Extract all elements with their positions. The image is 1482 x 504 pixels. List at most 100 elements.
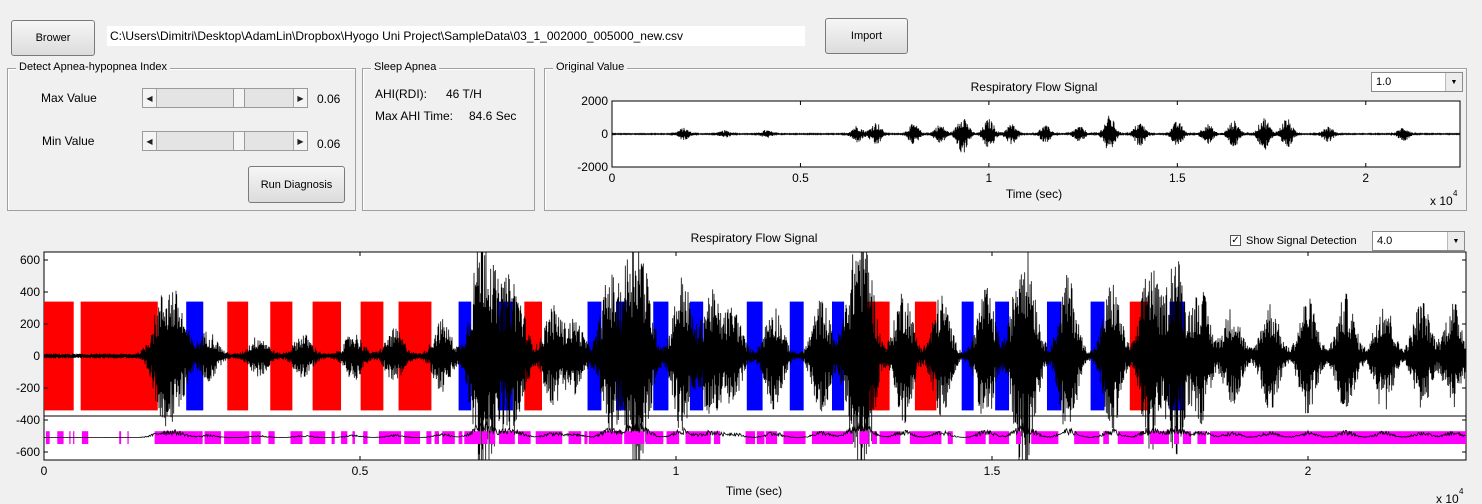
bottom-scale-select[interactable]: 4.0 ▼: [1372, 231, 1465, 251]
x-tick-label: 0: [609, 171, 616, 185]
sleep-panel-title: Sleep Apnea: [371, 61, 440, 73]
detection-segment: [309, 431, 326, 444]
detection-trace: [43, 420, 1466, 439]
detection-segment: [584, 431, 588, 444]
max-value-slider[interactable]: ◀ ▶: [142, 88, 308, 108]
detection-segment: [458, 431, 463, 444]
bottom-scale-value: 4.0: [1377, 235, 1393, 247]
detection-segment: [442, 431, 455, 444]
detection-segment: [1150, 431, 1169, 444]
x-tick-label: 2: [1305, 464, 1312, 478]
slider-left-arrow-icon[interactable]: ◀: [143, 89, 157, 107]
detection-segment: [341, 431, 348, 444]
slider-right-arrow-icon[interactable]: ▶: [293, 132, 307, 150]
show-detection-checkbox[interactable]: ✓: [1230, 235, 1241, 246]
detection-segment: [1182, 431, 1192, 444]
detection-segment: [204, 431, 221, 444]
detection-segment: [535, 431, 563, 444]
slider-thumb[interactable]: [232, 89, 245, 107]
max-value-label: Max Value: [41, 91, 97, 105]
detection-segment: [1016, 431, 1022, 444]
x-exponent-value: 4: [1459, 487, 1464, 496]
detection-segment: [756, 431, 765, 444]
run-diagnosis-button[interactable]: Run Diagnosis: [248, 166, 345, 203]
detection-segment: [426, 431, 432, 444]
x-tick-label: 1.5: [1169, 171, 1186, 185]
show-detection-label: Show Signal Detection: [1246, 235, 1357, 247]
original-scale-select[interactable]: 1.0 ▼: [1371, 72, 1463, 92]
import-button[interactable]: Import: [825, 18, 908, 54]
detection-segment: [1031, 431, 1059, 444]
detection-segment: [713, 431, 721, 444]
slider-thumb[interactable]: [232, 132, 245, 150]
ahi-label: AHI(RDI):: [375, 87, 427, 101]
detection-segment: [947, 431, 953, 444]
y-tick-label: -400: [16, 413, 40, 427]
x-tick-label: 1.5: [984, 464, 1001, 478]
y-tick-label: 600: [20, 253, 40, 267]
detection-segment: [988, 431, 1010, 444]
original-value-panel: Original Value 1.0 ▼: [544, 61, 1467, 211]
y-tick-label: -200: [16, 381, 40, 395]
detection-segment: [489, 431, 496, 444]
detect-apnea-panel: Detect Apnea-hypopnea Index Max Value ◀ …: [7, 61, 356, 211]
y-tick-label: 2000: [581, 94, 608, 108]
chart-title: Respiratory Flow Signal: [971, 80, 1098, 94]
original-panel-title: Original Value: [553, 61, 628, 73]
detection-segment: [481, 431, 488, 444]
file-path-input[interactable]: [107, 26, 805, 46]
detection-segment: [499, 431, 515, 444]
min-value-readout: 0.06: [317, 137, 341, 151]
detection-segment: [268, 431, 275, 444]
original-signal-chart: Respiratory Flow Signal 0 0.5 1 1.5 2 20000-…: [577, 80, 1461, 208]
detection-segment: [1197, 431, 1207, 444]
chevron-down-icon[interactable]: ▼: [1445, 73, 1462, 91]
detection-segment: [1103, 431, 1109, 444]
y-tick-label: 200: [20, 317, 40, 331]
x-tick-label: 2: [1362, 171, 1369, 185]
detection-segment: [1117, 431, 1144, 444]
y-tick-label: -2000: [577, 160, 608, 174]
y-tick-label: -600: [16, 445, 40, 459]
x-axis-label: Time (sec): [726, 484, 782, 498]
browse-button[interactable]: Brower: [11, 20, 95, 56]
x-tick-label: 0.5: [792, 171, 809, 185]
y-tick-label: 400: [20, 285, 40, 299]
detection-segment: [909, 431, 942, 444]
detection-segment: [666, 431, 680, 444]
x-exponent-value: 4: [1453, 189, 1458, 198]
min-value-slider[interactable]: ◀ ▶: [142, 131, 308, 151]
detection-segment: [645, 431, 664, 444]
y-tick-label: 0: [601, 127, 608, 141]
x-tick-label: 1: [986, 171, 993, 185]
slider-right-arrow-icon[interactable]: ▶: [293, 89, 307, 107]
detection-segment: [588, 431, 623, 444]
max-value-readout: 0.06: [317, 92, 341, 106]
x-exponent-label: x 10: [1436, 492, 1459, 504]
ahi-value: 46 T/H: [446, 87, 482, 101]
original-scale-value: 1.0: [1376, 76, 1392, 88]
y-tick-label: 0: [33, 349, 40, 363]
x-tick-label: 1: [673, 464, 680, 478]
max-ahi-time-value: 84.6 Sec: [469, 109, 517, 123]
detection-segment: [290, 431, 303, 444]
detection-segment: [871, 431, 877, 444]
detect-panel-title: Detect Apnea-hypopnea Index: [16, 61, 171, 73]
signal-trace: [43, 251, 1467, 461]
x-tick-label: 0: [41, 464, 48, 478]
detection-segment: [378, 431, 402, 444]
detection-segment: [1074, 431, 1100, 444]
detection-segment: [624, 431, 645, 444]
sleep-apnea-panel: Sleep Apnea AHI(RDI): 46 T/H Max AHI Tim…: [362, 61, 535, 211]
x-tick-label: 0.5: [352, 464, 369, 478]
detection-segment: [1174, 431, 1180, 444]
detection-signal-chart: Respiratory Flow Signal 0 0.5 1 1.5 2 600 400…: [16, 231, 1467, 504]
detection-segment: [352, 431, 355, 444]
detection-segment: [198, 431, 203, 444]
max-ahi-time-label: Max AHI Time:: [375, 109, 454, 123]
slider-left-arrow-icon[interactable]: ◀: [143, 132, 157, 150]
detection-segment: [765, 431, 778, 444]
chevron-down-icon[interactable]: ▼: [1447, 232, 1464, 250]
min-value-label: Min Value: [42, 134, 95, 148]
detection-segment: [859, 431, 869, 444]
